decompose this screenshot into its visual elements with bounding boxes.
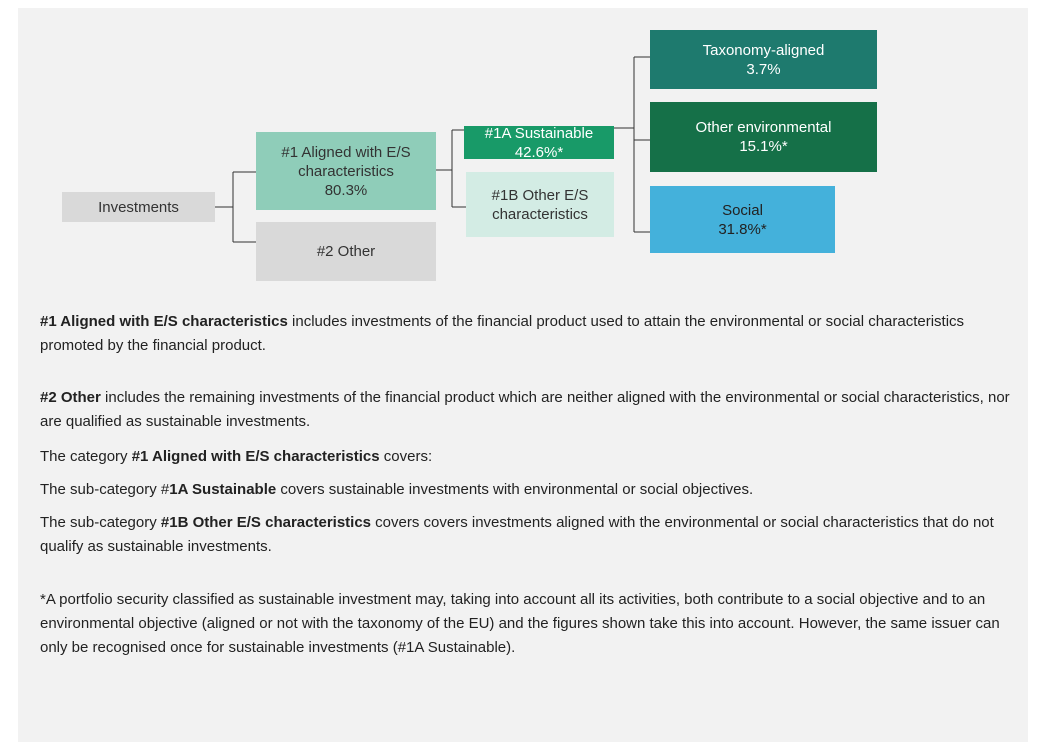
paragraph: The category #1 Aligned with E/S charact…: [40, 445, 1015, 469]
connectors: [215, 56, 650, 243]
node-label: Taxonomy-aligned: [702, 41, 825, 59]
text: covers covers investments aligned with t…: [40, 514, 994, 555]
text: includes the remaining investments of th…: [40, 389, 1010, 430]
text: The sub-category: [40, 514, 161, 531]
node: #1 Aligned with E/S characteristics 80.3%: [256, 132, 436, 210]
paragraph: The sub-category #1A Sustainable covers …: [40, 478, 1015, 502]
paragraph: The sub-category #1B Other E/S character…: [40, 511, 1015, 559]
bold-text: #1 Aligned with E/S characteristics: [131, 448, 380, 465]
node: Taxonomy-aligned 3.7%: [650, 30, 877, 89]
node-label: Social: [722, 201, 763, 219]
text: The sub-category #: [40, 481, 170, 498]
node-label: #1B Other E/S characteristics: [491, 186, 589, 223]
bold-text: #1 Aligned with E/S characteristics: [40, 313, 288, 330]
text: The category: [40, 448, 132, 465]
text: *A portfolio security classified as sust…: [40, 591, 1000, 656]
node: #1A Sustainable 42.6%*: [464, 124, 614, 161]
node-value: 3.7%: [746, 60, 781, 78]
node-value: 80.3%: [324, 181, 368, 199]
node: Social 31.8%*: [650, 186, 835, 253]
node-value: 31.8%*: [718, 220, 767, 238]
node-label: #1 Aligned with E/S characteristics: [281, 143, 411, 180]
bold-text: #2 Other: [40, 389, 101, 406]
paragraph: *A portfolio security classified as sust…: [40, 588, 1015, 660]
node-label: #1A Sustainable: [484, 124, 594, 142]
node: Investments: [62, 192, 215, 222]
text: covers sustainable investments with envi…: [276, 481, 754, 498]
paragraph: #2 Other includes the remaining investme…: [40, 386, 1015, 434]
bold-text: 1A Sustainable: [169, 481, 277, 498]
node-label: Other environmental: [695, 119, 832, 136]
bold-text: #1B Other E/S characteristics: [160, 514, 372, 531]
node-value: 15.1%*: [739, 138, 788, 155]
paragraph: #1 Aligned with E/S characteristics incl…: [40, 310, 1015, 358]
text: includes investments of the financial pr…: [40, 313, 965, 354]
node-value: 42.6%*: [514, 143, 564, 161]
node: #2 Other: [256, 222, 436, 281]
node: #1B Other E/S characteristics: [466, 172, 614, 237]
node: Other environmental 15.1%*: [650, 102, 877, 172]
node-label: #2 Other: [316, 243, 376, 260]
node-label: Investments: [98, 198, 179, 216]
text: covers:: [379, 448, 433, 465]
